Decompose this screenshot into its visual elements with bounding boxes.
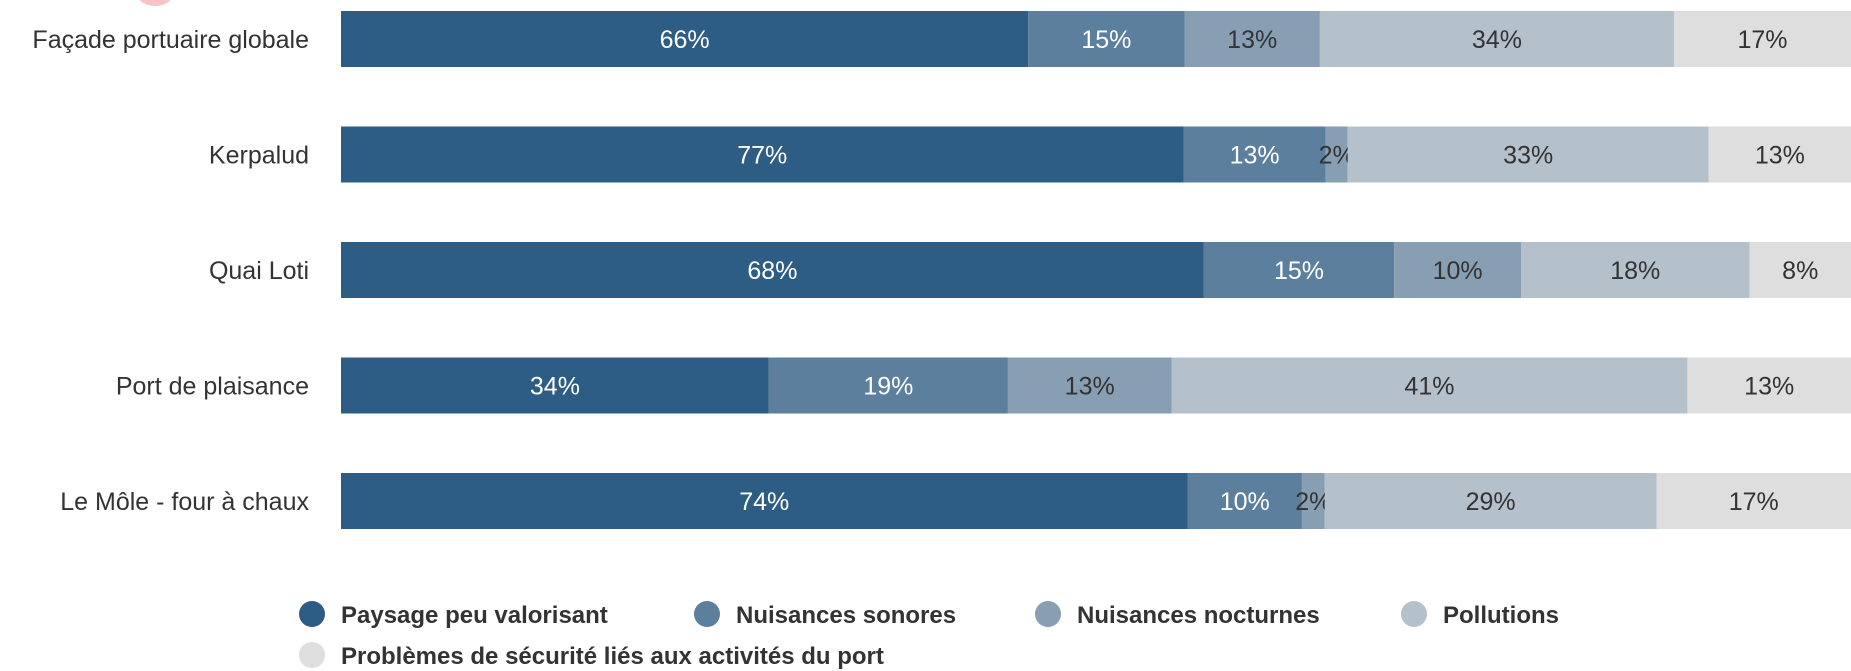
legend-marker bbox=[299, 601, 325, 627]
decorative-circle bbox=[139, 0, 171, 6]
data-label: 74% bbox=[739, 488, 789, 516]
legend-label[interactable]: Nuisances sonores bbox=[736, 602, 956, 629]
bar-segment[interactable] bbox=[1183, 126, 1326, 183]
category-axis: Façade portuaire globale Kerpalud Quai Lot… bbox=[32, 26, 309, 516]
bar-segment[interactable] bbox=[1521, 242, 1750, 298]
category-label: Façade portuaire globale bbox=[32, 26, 309, 54]
legend-marker bbox=[1401, 601, 1427, 627]
bar-segment[interactable] bbox=[1673, 11, 1851, 67]
bar-segment[interactable] bbox=[1749, 242, 1851, 298]
bar-segment[interactable] bbox=[1028, 11, 1185, 67]
bar-segment[interactable] bbox=[1347, 126, 1709, 183]
category-label: Le Môle - four à chaux bbox=[60, 488, 309, 516]
data-label: 33% bbox=[1503, 142, 1553, 170]
bar-segment[interactable] bbox=[1394, 242, 1522, 298]
legend-marker bbox=[299, 642, 325, 668]
legend-marker bbox=[694, 601, 720, 627]
bar-segment[interactable] bbox=[341, 473, 1188, 529]
data-label: 10% bbox=[1220, 488, 1270, 516]
data-label: 29% bbox=[1466, 488, 1516, 516]
bar-segment[interactable] bbox=[1324, 473, 1657, 529]
bar-segment[interactable] bbox=[1007, 357, 1172, 414]
data-label: 13% bbox=[1227, 26, 1277, 54]
data-label: 8% bbox=[1782, 257, 1818, 285]
bar-segment[interactable] bbox=[1325, 126, 1348, 183]
bar-segment[interactable] bbox=[1187, 473, 1302, 529]
legend-marker bbox=[1035, 601, 1061, 627]
data-label: 41% bbox=[1404, 373, 1454, 401]
data-label: 17% bbox=[1737, 26, 1787, 54]
data-label: 13% bbox=[1744, 373, 1794, 401]
legend-label[interactable]: Problèmes de sécurité liés aux activités… bbox=[341, 643, 884, 670]
bar-segment[interactable] bbox=[768, 357, 1008, 414]
legend-label[interactable]: Nuisances nocturnes bbox=[1077, 602, 1320, 629]
data-label: 13% bbox=[1065, 373, 1115, 401]
data-label: 17% bbox=[1729, 488, 1779, 516]
data-label: 34% bbox=[530, 373, 580, 401]
plot-area: 66% 15% 13% 34% 17%77% 13% 2% 33% 13%68% 15% 10% 18… bbox=[341, 11, 1851, 529]
legend: Paysage peu valorisant Nuisances sonores N… bbox=[299, 601, 1559, 670]
data-label: 18% bbox=[1610, 257, 1660, 285]
bar-segment[interactable] bbox=[1203, 242, 1395, 298]
bar-segment[interactable] bbox=[1656, 473, 1851, 529]
category-label: Kerpalud bbox=[209, 142, 309, 170]
legend-label[interactable]: Paysage peu valorisant bbox=[341, 602, 608, 629]
data-label: 13% bbox=[1230, 142, 1280, 170]
data-label: 77% bbox=[737, 142, 787, 170]
bar-segment[interactable] bbox=[1301, 473, 1325, 529]
data-label: 10% bbox=[1433, 257, 1483, 285]
data-label: 15% bbox=[1274, 257, 1324, 285]
data-label: 19% bbox=[863, 373, 913, 401]
bar-segment[interactable] bbox=[1171, 357, 1688, 414]
bar-segment[interactable] bbox=[1687, 357, 1851, 414]
data-label: 13% bbox=[1755, 142, 1805, 170]
data-label: 34% bbox=[1472, 26, 1522, 54]
bar-segment[interactable] bbox=[1708, 126, 1851, 183]
bar-segment[interactable] bbox=[341, 126, 1184, 183]
category-label: Quai Loti bbox=[209, 257, 309, 285]
data-label: 68% bbox=[747, 257, 797, 285]
bar-segment[interactable] bbox=[341, 357, 769, 414]
data-label: 66% bbox=[660, 26, 710, 54]
category-label: Port de plaisance bbox=[116, 373, 309, 401]
bar-segment[interactable] bbox=[341, 11, 1029, 67]
bar-segment[interactable] bbox=[1184, 11, 1320, 67]
bar-segment[interactable] bbox=[1319, 11, 1674, 67]
data-label: 15% bbox=[1081, 26, 1131, 54]
bar-segment[interactable] bbox=[341, 242, 1204, 298]
legend-label[interactable]: Pollutions bbox=[1443, 602, 1559, 629]
